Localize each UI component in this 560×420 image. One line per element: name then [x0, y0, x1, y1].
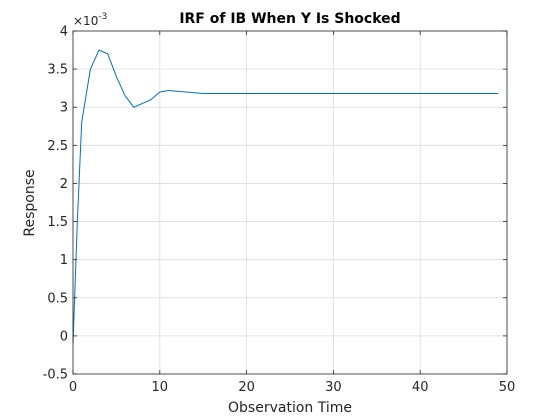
y-tick-label: 0	[60, 329, 68, 344]
y-tick-label: 3	[60, 101, 68, 116]
x-tick-label: 40	[412, 380, 429, 395]
x-axis-label: Observation Time	[228, 400, 352, 416]
axes-background	[73, 31, 507, 374]
y-axis-multiplier: ×10-3	[73, 12, 107, 28]
y-tick-label: 3.5	[47, 63, 68, 78]
grid	[72, 30, 508, 375]
chart-title: IRF of IB When Y Is Shocked	[179, 11, 400, 27]
x-tick-label: 30	[325, 380, 342, 395]
series-line	[72, 49, 499, 344]
y-tick-label: 1.5	[47, 215, 68, 230]
x-tick-label: 20	[238, 380, 255, 395]
y-tick-label: 1	[60, 253, 68, 268]
y-axis-label: Response	[22, 169, 38, 236]
y-axis-multiplier-exponent: -3	[98, 12, 107, 22]
x-tick-label: 0	[69, 380, 77, 395]
axes-box	[72, 30, 508, 375]
axis-ticks: 0 10 20 30 40 50-0.500.511.522.533.54	[43, 25, 516, 396]
plot-area: 0 10 20 30 40 50-0.500.511.522.533.54	[43, 25, 516, 396]
y-tick-label: 4	[60, 25, 68, 40]
y-tick-label: -0.5	[43, 368, 68, 383]
y-tick-label: 2.5	[47, 139, 68, 154]
x-tick-label: 50	[499, 380, 516, 395]
y-tick-label: 2	[60, 177, 68, 192]
y-tick-label: 0.5	[47, 291, 68, 306]
x-tick-label: 10	[152, 380, 169, 395]
y-axis-multiplier-base: ×10	[73, 14, 98, 28]
